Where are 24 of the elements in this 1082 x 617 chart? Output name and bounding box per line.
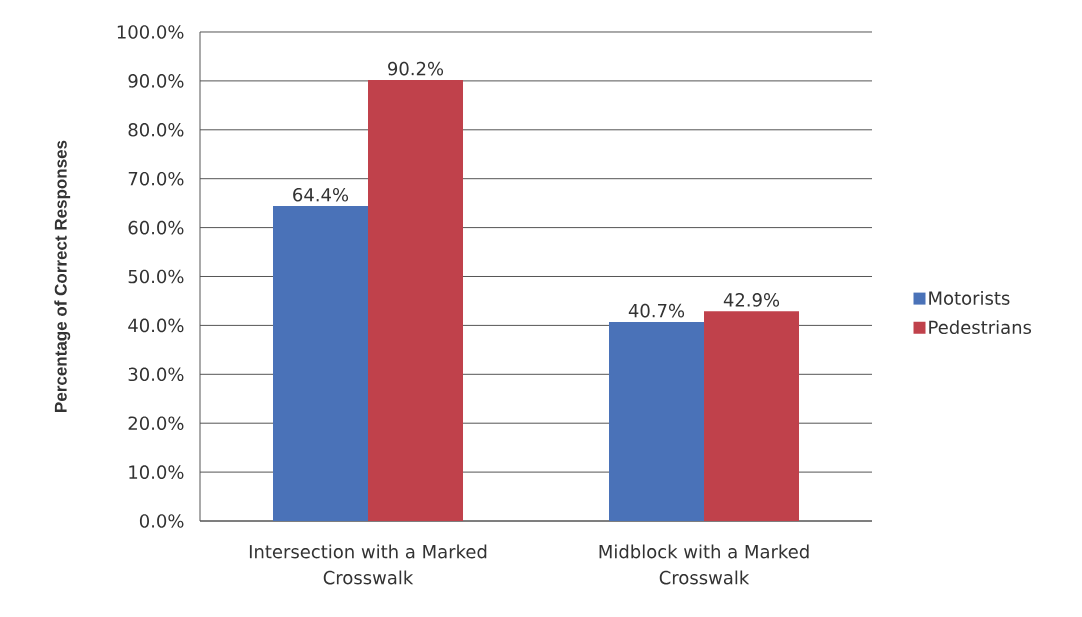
bar	[368, 79, 463, 521]
y-tick-label: 60.0%	[128, 220, 184, 235]
y-tick-label: 100.0%	[117, 25, 184, 39]
x-tick-label: Intersection with a Marked Crosswalk	[249, 544, 487, 585]
y-tick-label: 50.0%	[128, 269, 184, 284]
y-tick-label: 20.0%	[128, 416, 184, 430]
y-tick-label: 90.0%	[128, 74, 184, 88]
bar	[609, 321, 705, 521]
legend-label: Pedestrians	[929, 320, 1032, 335]
data-label: 40.7%	[628, 303, 685, 318]
data-label: 90.2%	[388, 61, 444, 76]
legend-label: Motorists	[929, 291, 1010, 305]
y-tick-label: 40.0%	[128, 318, 184, 333]
y-tick-label: 0.0%	[139, 514, 184, 528]
bar	[273, 206, 368, 521]
data-label: 42.9%	[723, 293, 780, 307]
y-tick-label: 10.0%	[129, 465, 184, 479]
y-tick-label: 80.0%	[128, 122, 184, 137]
y-axis-title: Percentage of Correct Responses	[54, 140, 71, 412]
bar	[704, 311, 800, 521]
x-tick-label: Midblock with a Marked Crosswalk	[599, 544, 809, 585]
data-label: 64.4%	[293, 187, 349, 202]
y-tick-label: 30.0%	[128, 367, 184, 382]
y-tick-label: 70.0%	[128, 171, 184, 186]
